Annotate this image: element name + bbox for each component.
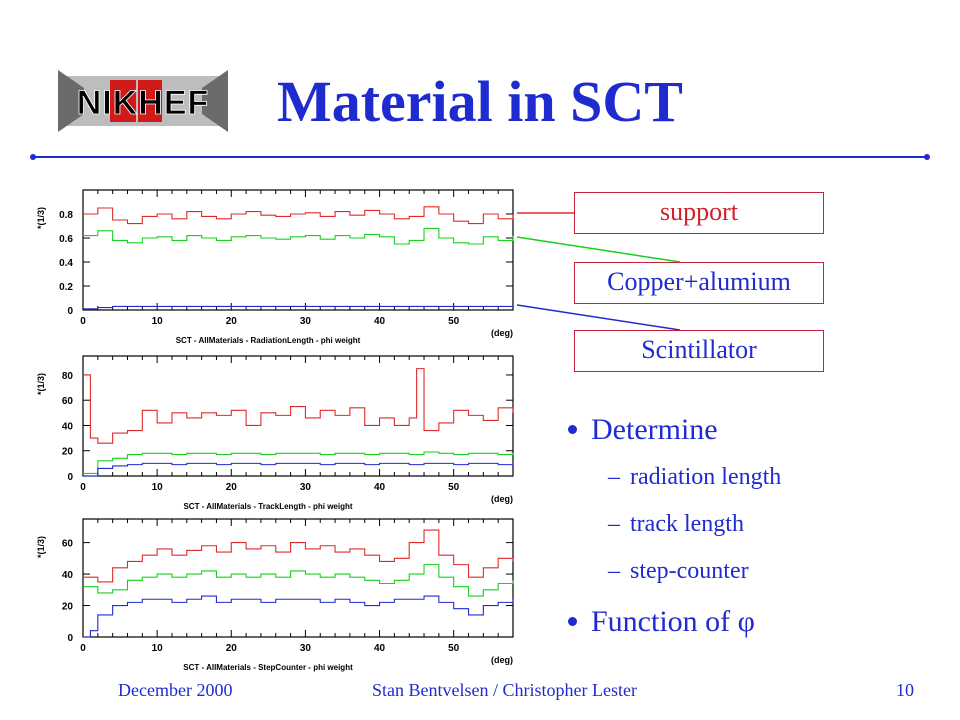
x-tick-label: 50 — [448, 643, 460, 654]
x-tick-label: 0 — [80, 482, 86, 493]
logo-h-box — [138, 80, 162, 122]
y-tick-label: 0 — [67, 633, 73, 644]
dash: – — [608, 558, 620, 584]
x-tick-label: 40 — [374, 316, 386, 327]
logo-k-box — [110, 80, 136, 122]
bullet-determine: Determine — [568, 412, 718, 448]
y-axis-label: *(1/3) — [36, 207, 46, 229]
x-tick-label: 20 — [226, 482, 238, 493]
y-tick-label: 0 — [67, 472, 73, 483]
scintillator-leader — [516, 304, 681, 331]
blue-series-line — [83, 305, 513, 310]
bullet-function: Function of φ — [568, 604, 755, 640]
sub-bullet-text: step-counter — [630, 558, 749, 584]
y-tick-label: 60 — [62, 396, 74, 407]
sub-bullet-track: – track length — [608, 509, 744, 539]
y-tick-label: 20 — [62, 602, 74, 613]
y-axis-label: *(1/3) — [36, 373, 46, 395]
support-callout: support — [574, 192, 824, 234]
blue-series-line — [83, 595, 514, 638]
dash: – — [608, 511, 620, 537]
step-counter-chart: 0 20 40 60 0 10 20 30 40 50 *(1/3) (deg) SCT - AllMa… — [36, 518, 514, 672]
x-tick-label: 40 — [374, 643, 386, 654]
y-tick-label: 60 — [62, 539, 74, 550]
x-tick-label: 30 — [300, 643, 312, 654]
bullet-dot — [568, 424, 577, 434]
x-tick-label: 10 — [152, 482, 164, 493]
y-tick-label: 0.6 — [59, 234, 73, 245]
green-series-line — [83, 451, 514, 475]
scintillator-callout: Scintillator — [574, 330, 824, 372]
green-series-line — [83, 227, 514, 245]
chart-title: SCT - AllMaterials - TrackLength - phi w… — [183, 502, 352, 511]
sub-bullet-step: – step-counter — [608, 556, 749, 586]
footer-authors: Stan Bentvelsen / Christopher Lester — [372, 680, 637, 700]
red-series-line — [83, 529, 514, 583]
y-tick-label: 80 — [62, 371, 74, 382]
blue-series-line — [83, 462, 514, 477]
x-tick-label: 0 — [80, 643, 86, 654]
green-series-line — [83, 564, 514, 597]
y-tick-label: 0.2 — [59, 282, 73, 293]
plot-frame — [82, 189, 514, 311]
x-tick-label: 10 — [152, 316, 164, 327]
logo-left-wing — [58, 70, 84, 132]
y-tick-label: 20 — [62, 447, 74, 458]
x-tick-label: 30 — [300, 482, 312, 493]
title-divider — [30, 154, 930, 160]
x-tick-label: 50 — [448, 482, 460, 493]
red-series-line — [83, 368, 514, 444]
bullet-text: Function of φ — [591, 605, 755, 638]
dash: – — [608, 464, 620, 490]
plot-frame — [82, 518, 514, 638]
x-tick-label: 20 — [226, 643, 238, 654]
x-axis-label: (deg) — [491, 655, 513, 665]
copper-callout: Copper+alumium — [574, 262, 824, 304]
x-axis-label: (deg) — [491, 328, 513, 338]
nikhef-logo: NIKHEF — [58, 70, 228, 132]
x-tick-label: 10 — [152, 643, 164, 654]
y-axis-label: *(1/3) — [36, 536, 46, 558]
bullet-dot — [568, 616, 577, 626]
radiation-length-chart: 0 0.2 0.4 0.6 0.8 0 10 20 30 40 50 *(1/3) (deg) SCT -… — [36, 189, 514, 345]
y-tick-label: 0.4 — [59, 258, 73, 269]
y-tick-label: 40 — [62, 421, 74, 432]
sub-bullet-radiation: – radiation length — [608, 462, 781, 492]
sub-bullet-text: track length — [630, 511, 744, 537]
copper-leader — [516, 236, 681, 263]
red-series-line — [83, 206, 514, 225]
y-tick-label: 40 — [62, 570, 74, 581]
slide-title: Material in SCT — [277, 69, 683, 134]
x-tick-label: 40 — [374, 482, 386, 493]
bullet-text: Determine — [591, 413, 718, 446]
logo-text: NIKHEF — [77, 84, 210, 122]
x-tick-label: 30 — [300, 316, 312, 327]
plot-frame — [82, 355, 514, 477]
footer-page-number: 10 — [896, 680, 914, 700]
footer-date: December 2000 — [118, 680, 233, 700]
x-tick-label: 0 — [80, 316, 86, 327]
x-tick-label: 50 — [448, 316, 460, 327]
y-tick-label: 0 — [67, 306, 73, 317]
logo-right-wing — [202, 70, 228, 132]
chart-title: SCT - AllMaterials - StepCounter - phi w… — [183, 663, 353, 672]
y-tick-label: 0.8 — [59, 210, 73, 221]
track-length-chart: 0 20 40 60 80 0 10 20 30 40 50 *(1/3) (deg) SCT - All… — [36, 355, 514, 511]
sub-bullet-text: radiation length — [630, 464, 782, 490]
chart-title: SCT - AllMaterials - RadiationLength - p… — [176, 336, 361, 345]
x-tick-label: 20 — [226, 316, 238, 327]
x-axis-label: (deg) — [491, 494, 513, 504]
